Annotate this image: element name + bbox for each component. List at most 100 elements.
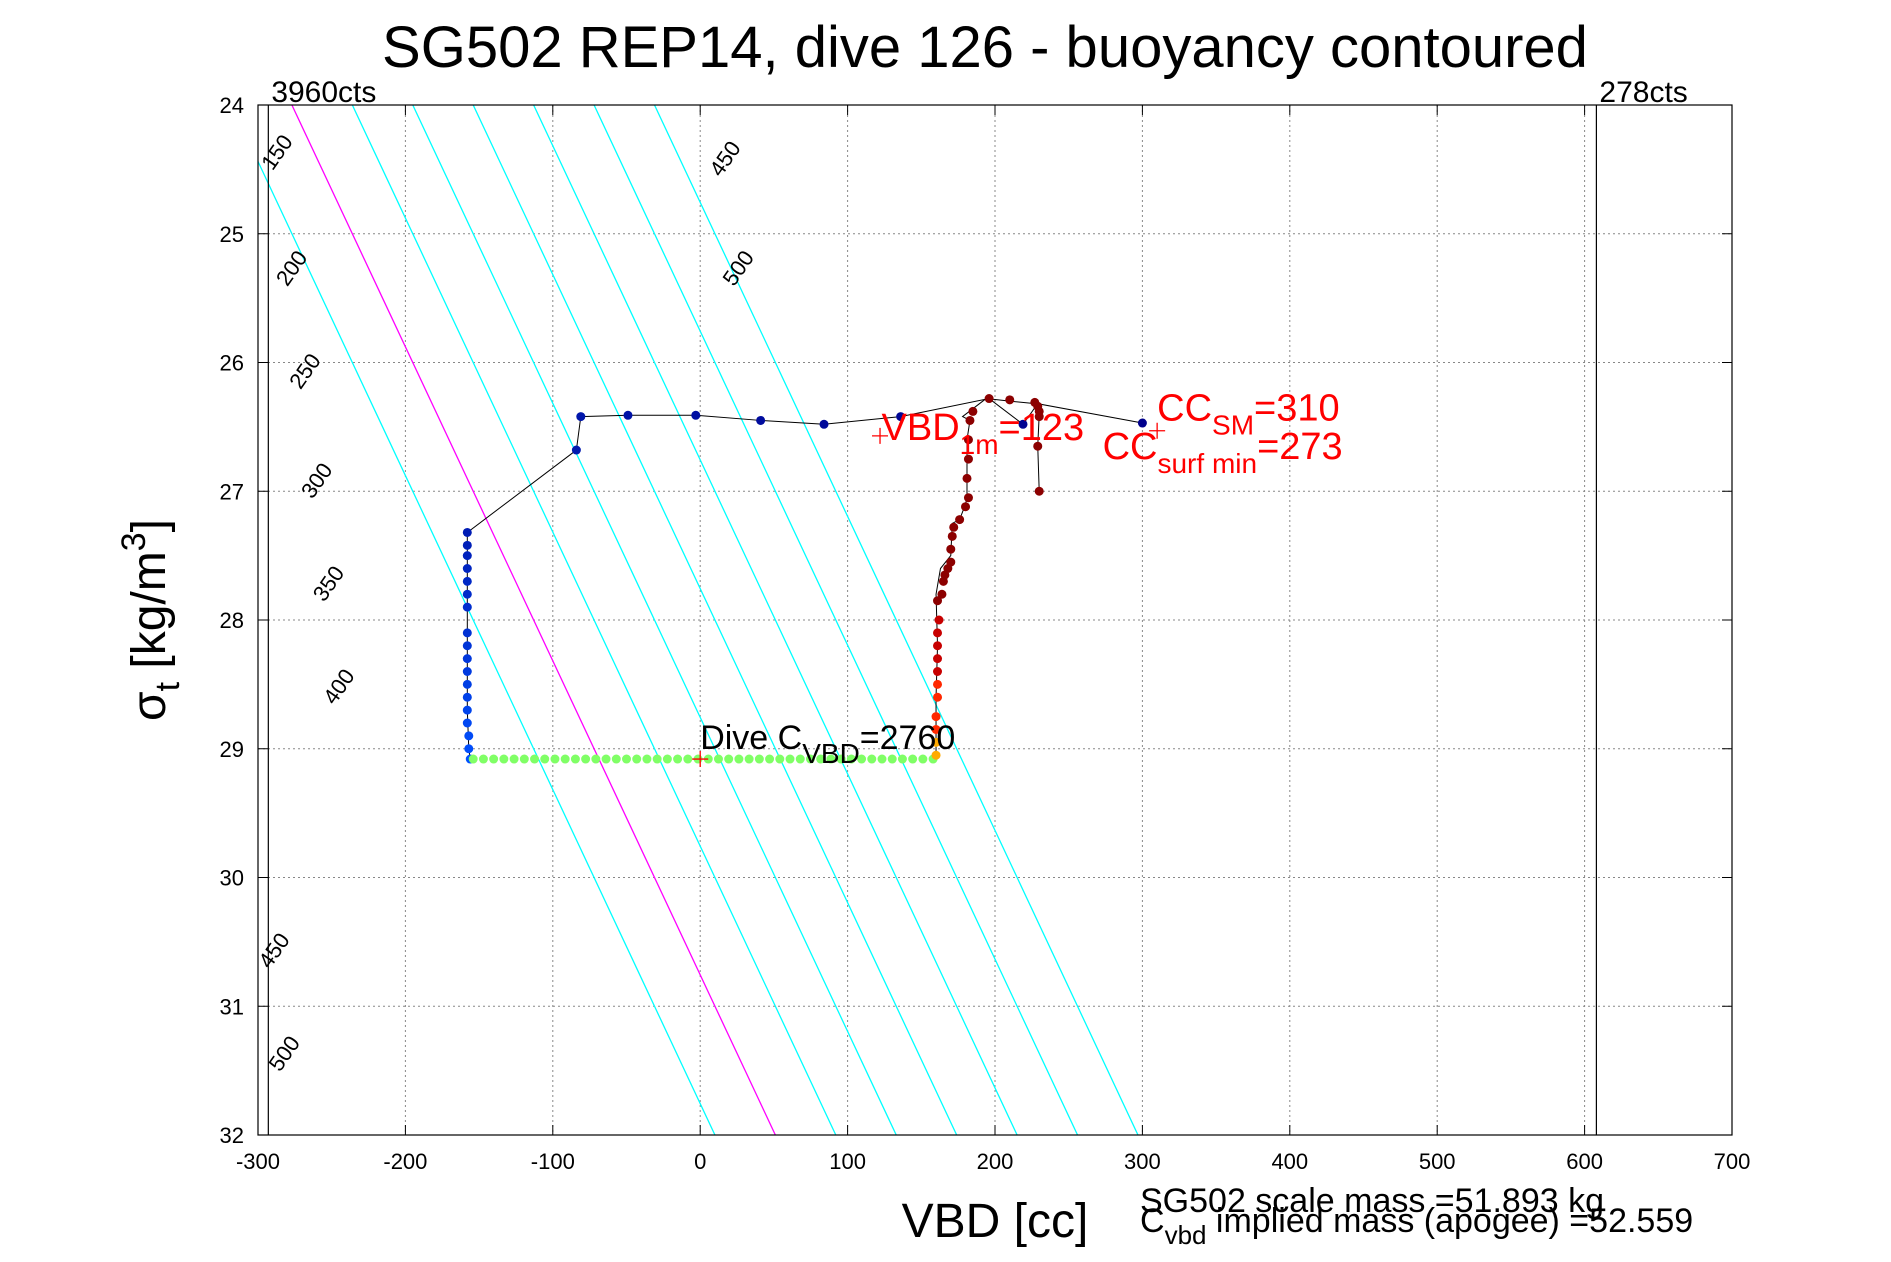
ascent-point	[961, 502, 971, 512]
apogee-point	[703, 754, 713, 764]
x-tick-label: 0	[694, 1149, 706, 1174]
plus-marker	[1149, 422, 1166, 439]
apogee-point	[652, 754, 662, 764]
ascent-point	[963, 493, 973, 503]
ascent-point	[933, 641, 943, 651]
descent-point	[462, 589, 472, 599]
ascent-point	[949, 522, 959, 532]
ascent-point	[955, 515, 965, 525]
plus-marker	[872, 427, 889, 444]
ascent-point	[933, 667, 943, 676]
y-tick-labels: 24 25 26 27 28 29 30 31 32	[220, 93, 1732, 1148]
apogee-point	[836, 754, 846, 764]
buoyancy-contours	[258, 105, 1139, 1135]
apogee-point	[775, 754, 785, 764]
descent-point	[623, 410, 633, 420]
ascent-point	[947, 531, 957, 541]
x-axis-label: VBD [cc]	[902, 1195, 1089, 1248]
x-tick-label: 500	[1419, 1149, 1456, 1174]
descent-point	[462, 641, 472, 651]
contour-line	[351, 105, 837, 1135]
contour-line	[412, 105, 897, 1135]
apogee-point	[489, 754, 499, 764]
ascent-point	[963, 454, 973, 464]
annotation-label: CCsurf min=273	[1103, 426, 1343, 479]
descent-point	[691, 410, 701, 420]
descent-point	[462, 654, 472, 664]
descent-point	[462, 667, 472, 676]
contour-label: 250	[284, 349, 326, 393]
ascent-point	[984, 394, 994, 404]
plus-marker	[692, 751, 709, 768]
apogee-point	[816, 754, 826, 764]
ascent-point	[931, 737, 941, 747]
dive-track	[466, 398, 1143, 760]
contour-label: 350	[308, 561, 350, 605]
x-tick-label: 600	[1566, 1149, 1603, 1174]
ascent-point	[965, 415, 975, 425]
descent-point	[464, 744, 474, 754]
x-tick-label: 400	[1271, 1149, 1308, 1174]
descent-point	[1137, 418, 1147, 428]
x-tick-label: 700	[1714, 1149, 1751, 1174]
annotation-sub: surf min	[1157, 448, 1257, 479]
descent-track-line	[466, 398, 1143, 760]
x-tick-label: 200	[977, 1149, 1014, 1174]
ascent-point	[1033, 441, 1043, 451]
ascent-point	[934, 615, 944, 625]
ascent-point	[937, 589, 947, 599]
contour-label: 200	[271, 246, 313, 290]
descent-point	[462, 628, 472, 638]
contour-label: 450	[253, 928, 295, 972]
descent-point	[462, 602, 472, 612]
descent-point	[462, 576, 472, 586]
descent-point	[462, 705, 472, 715]
annotation-label: Dive CVBD=2760	[700, 719, 955, 769]
descent-point	[756, 415, 766, 425]
apogee-point	[550, 754, 560, 764]
descent-point	[462, 564, 472, 573]
footer-implied-rest: implied mass (apogee) =52.559	[1206, 1202, 1693, 1240]
y-axis-label-sub: t	[149, 681, 187, 691]
apogee-point	[857, 754, 867, 764]
y-axis-label: σt [kg/m3]	[115, 519, 187, 721]
apogee-point	[560, 754, 570, 764]
contour-line	[533, 105, 1018, 1135]
footer-scale-mass: SG502 scale mass =51.893 kg	[1140, 1182, 1604, 1220]
descent-point	[462, 540, 472, 550]
apogee-point	[887, 754, 897, 764]
apogee-point	[601, 754, 611, 764]
y-tick-label: 27	[220, 479, 244, 504]
ascent-point	[933, 679, 943, 689]
annotation-value: =2760	[860, 719, 956, 757]
y-axis-label-sup: 3	[115, 532, 153, 551]
descent-point	[462, 551, 472, 561]
annotation-sub: 1m	[960, 429, 999, 460]
apogee-point	[478, 754, 488, 764]
footer-implied-mass: Cvbd implied mass (apogee) =52.559	[1140, 1202, 1693, 1250]
y-tick-label: 25	[220, 222, 244, 247]
descent-point	[571, 445, 581, 455]
annotation-value: =273	[1257, 426, 1343, 468]
y-tick-label: 30	[220, 866, 244, 891]
contour-label: 450	[704, 136, 746, 180]
ascent-point	[931, 724, 941, 734]
footer-implied-sub: vbd	[1165, 1220, 1207, 1250]
descent-point	[462, 527, 472, 537]
ascent-point	[962, 473, 972, 483]
ascent-point	[933, 628, 943, 638]
y-tick-label: 28	[220, 608, 244, 633]
ascent-point	[1005, 395, 1015, 405]
apogee-point	[530, 754, 540, 764]
apogee-point	[713, 754, 723, 764]
apogee-point	[805, 754, 815, 764]
apogee-point	[867, 754, 877, 764]
annotation-sub: VBD	[802, 738, 860, 769]
descent-point	[462, 692, 472, 702]
y-tick-label: 29	[220, 737, 244, 762]
apogee-point	[744, 754, 754, 764]
contour-line	[291, 105, 776, 1135]
x-tick-labels: -300 -200 -100 0 100 200 300 400 500 600 700	[236, 105, 1750, 1174]
